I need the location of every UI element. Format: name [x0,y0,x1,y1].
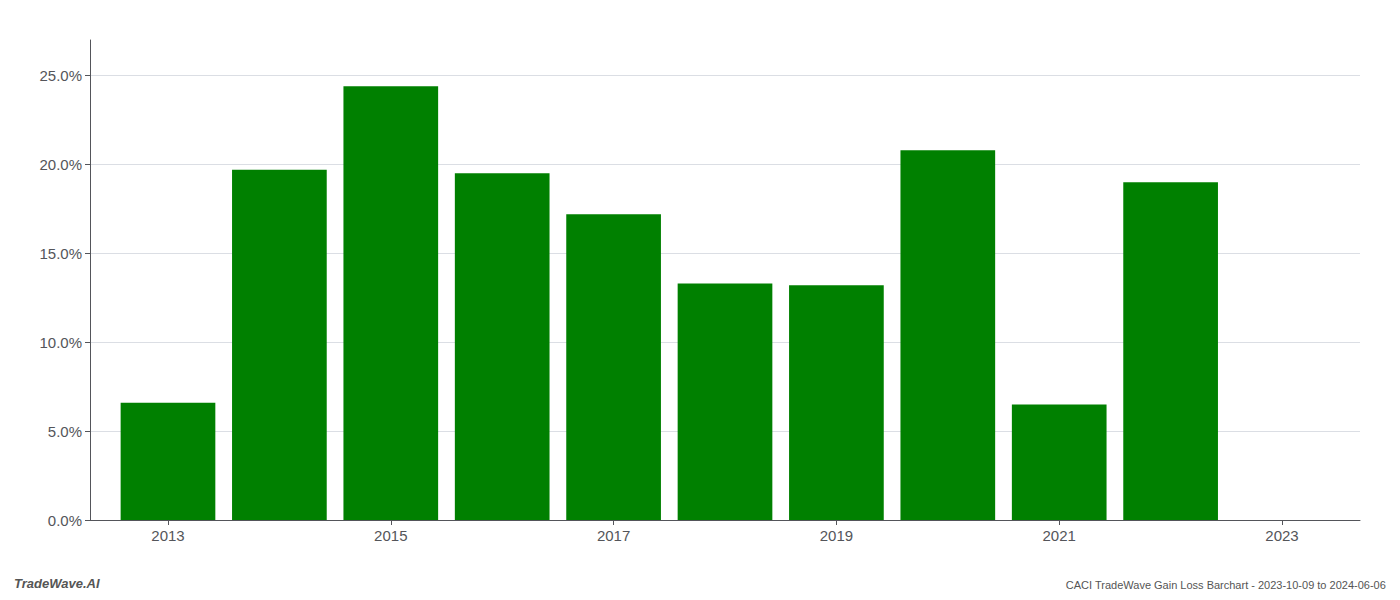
svg-text:20.0%: 20.0% [39,156,82,173]
svg-text:2015: 2015 [374,527,407,544]
svg-text:CACI TradeWave Gain Loss Barch: CACI TradeWave Gain Loss Barchart - 2023… [1066,579,1386,591]
svg-text:2017: 2017 [597,527,630,544]
svg-text:TradeWave.AI: TradeWave.AI [14,576,100,591]
svg-text:2013: 2013 [151,527,184,544]
svg-text:10.0%: 10.0% [39,334,82,351]
svg-text:2019: 2019 [820,527,853,544]
svg-text:2021: 2021 [1043,527,1076,544]
svg-text:5.0%: 5.0% [48,423,82,440]
svg-text:0.0%: 0.0% [48,512,82,529]
svg-text:2023: 2023 [1265,527,1298,544]
svg-text:25.0%: 25.0% [39,67,82,84]
svg-text:15.0%: 15.0% [39,245,82,262]
